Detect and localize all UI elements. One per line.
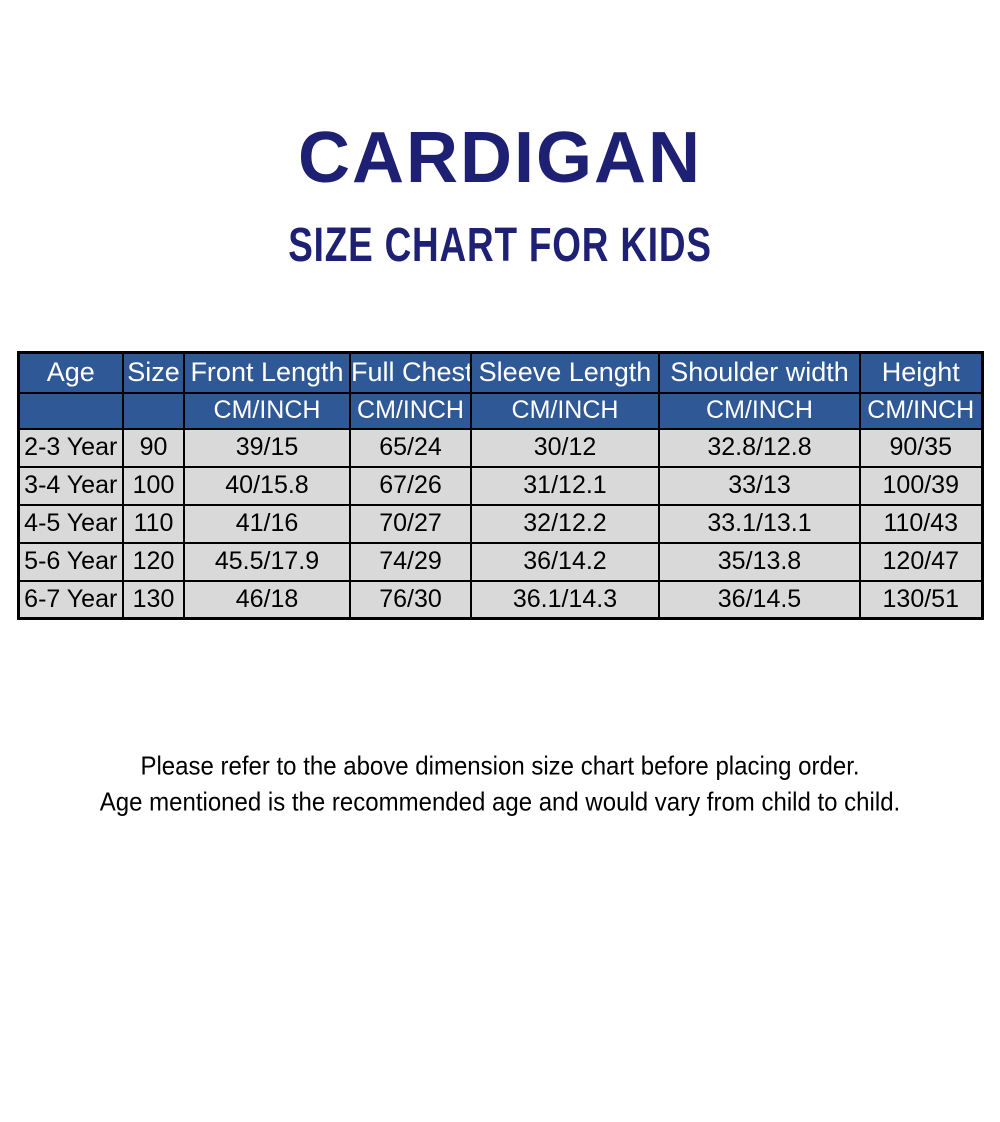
cell-size: 120 [122,541,185,582]
cell-full-chest: 74/29 [349,541,472,582]
cell-shoulder-width: 36/14.5 [658,579,861,620]
cell-age: 6-7 Year [17,579,124,620]
cell-front-length: 39/15 [183,427,351,468]
column-header-front-length: Front Length [183,351,351,394]
table-units-row: CM/INCH CM/INCH CM/INCH CM/INCH CM/INCH [17,391,983,430]
size-chart-page: CARDIGAN SIZE CHART FOR KIDS Age Size Fr… [0,122,1000,1122]
cell-shoulder-width: 33/13 [658,465,861,506]
cell-front-length: 41/16 [183,503,351,544]
page-title: CARDIGAN [298,118,702,198]
table-row: 3-4 Year 100 40/15.8 67/26 31/12.1 33/13… [17,465,983,506]
units-cell [122,391,185,430]
cell-shoulder-width: 35/13.8 [658,541,861,582]
cell-age: 5-6 Year [17,541,124,582]
cell-age: 2-3 Year [17,427,124,468]
cell-shoulder-width: 33.1/13.1 [658,503,861,544]
cell-full-chest: 65/24 [349,427,472,468]
column-header-height: Height [859,351,983,394]
units-cell: CM/INCH [658,391,861,430]
cell-age: 3-4 Year [17,465,124,506]
table-row: 5-6 Year 120 45.5/17.9 74/29 36/14.2 35/… [17,541,983,582]
cell-size: 90 [122,427,185,468]
cell-front-length: 40/15.8 [183,465,351,506]
cell-height: 130/51 [859,579,983,620]
table-row: 6-7 Year 130 46/18 76/30 36.1/14.3 36/14… [17,579,983,620]
column-header-full-chest: Full Chest [349,351,472,394]
table-row: 4-5 Year 110 41/16 70/27 32/12.2 33.1/13… [17,503,983,544]
cell-full-chest: 76/30 [349,579,472,620]
column-header-shoulder-width: Shoulder width [658,351,861,394]
cell-sleeve-length: 32/12.2 [470,503,660,544]
cell-height: 90/35 [859,427,983,468]
disclaimer-line-2: Age mentioned is the recommended age and… [99,787,901,817]
column-header-size: Size [122,351,185,394]
disclaimer-text: Please refer to the above dimension size… [0,748,1000,820]
column-header-sleeve-length: Sleeve Length [470,351,660,394]
cell-full-chest: 70/27 [349,503,472,544]
units-cell [17,391,124,430]
cell-sleeve-length: 31/12.1 [470,465,660,506]
cell-height: 120/47 [859,541,983,582]
units-cell: CM/INCH [470,391,660,430]
cell-front-length: 46/18 [183,579,351,620]
cell-front-length: 45.5/17.9 [183,541,351,582]
cell-height: 100/39 [859,465,983,506]
table-header-row: Age Size Front Length Full Chest Sleeve … [17,351,983,394]
cell-size: 130 [122,579,185,620]
units-cell: CM/INCH [349,391,472,430]
page-subtitle: SIZE CHART FOR KIDS [288,216,712,273]
cell-age: 4-5 Year [17,503,124,544]
cell-shoulder-width: 32.8/12.8 [658,427,861,468]
cell-height: 110/43 [859,503,983,544]
disclaimer-line-1: Please refer to the above dimension size… [140,751,860,781]
cell-size: 100 [122,465,185,506]
cell-sleeve-length: 36.1/14.3 [470,579,660,620]
cell-sleeve-length: 30/12 [470,427,660,468]
units-cell: CM/INCH [183,391,351,430]
cell-size: 110 [122,503,185,544]
units-cell: CM/INCH [859,391,983,430]
cell-sleeve-length: 36/14.2 [470,541,660,582]
cell-full-chest: 67/26 [349,465,472,506]
column-header-age: Age [17,351,124,394]
size-chart-table: Age Size Front Length Full Chest Sleeve … [16,351,984,620]
table-row: 2-3 Year 90 39/15 65/24 30/12 32.8/12.8 … [17,427,983,468]
